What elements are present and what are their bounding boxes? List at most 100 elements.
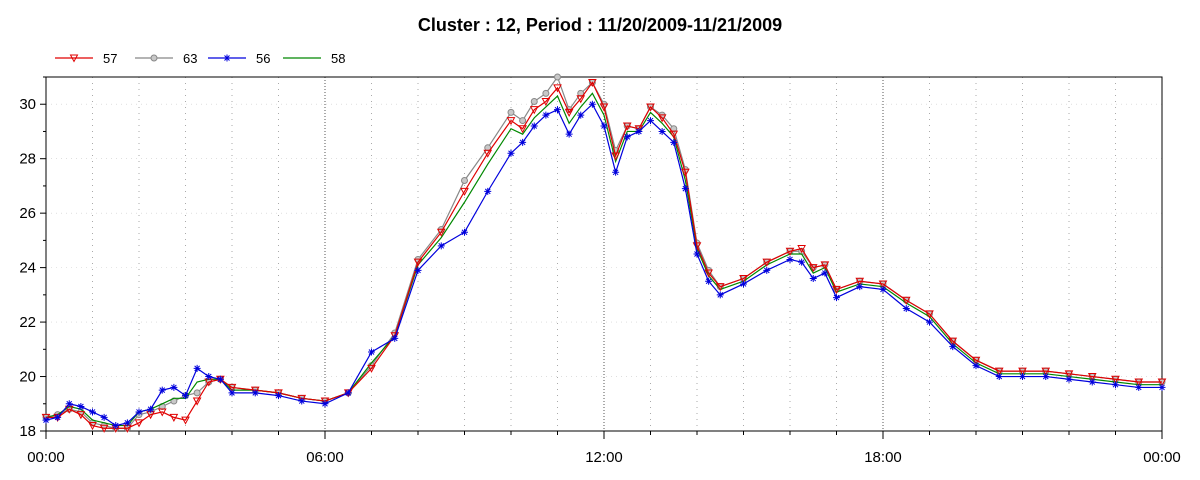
legend: 57 63 56 58: [55, 51, 345, 66]
data-point: [88, 422, 97, 431]
data-point: [227, 383, 237, 392]
data-point: [77, 402, 85, 410]
data-point: [76, 411, 86, 420]
data-point: [193, 364, 201, 372]
data-point: [529, 106, 539, 115]
data-point: [134, 419, 144, 428]
data-point: [519, 117, 527, 125]
data-point: [193, 389, 201, 397]
data-point: [1042, 373, 1050, 381]
data-point: [704, 269, 713, 278]
data-point: [519, 138, 527, 146]
data-point: [797, 245, 806, 254]
data-point: [740, 280, 747, 288]
data-point: [926, 318, 933, 326]
y-tick-label: 28: [19, 151, 36, 168]
data-point: [169, 413, 179, 422]
data-point: [1041, 367, 1051, 376]
data-point: [320, 397, 330, 406]
data-point: [460, 187, 469, 196]
data-point: [739, 275, 748, 284]
data-point: [1087, 373, 1097, 382]
data-point: [715, 283, 725, 292]
series-line: [45, 92, 1162, 427]
data-point: [948, 337, 958, 346]
legend-label: 58: [331, 51, 345, 66]
data-point: [413, 258, 423, 267]
data-point: [762, 258, 772, 267]
data-point: [484, 144, 492, 152]
data-point: [809, 275, 817, 283]
data-point: [821, 269, 829, 277]
data-point: [949, 343, 957, 351]
y-tick-label: 20: [19, 369, 36, 386]
data-point: [192, 397, 202, 406]
data-point: [436, 228, 446, 237]
data-point: [646, 103, 655, 112]
series-58: [45, 92, 1162, 427]
data-point: [1135, 383, 1143, 391]
data-point: [275, 392, 282, 400]
data-point: [554, 106, 561, 114]
data-point: [658, 127, 666, 135]
data-point: [994, 367, 1004, 376]
data-point: [1111, 375, 1120, 384]
data-point: [297, 394, 307, 403]
data-point: [600, 122, 608, 130]
data-point: [564, 108, 574, 117]
data-point: [170, 383, 178, 391]
data-point: [216, 375, 224, 383]
data-point: [553, 84, 562, 93]
data-point: [576, 95, 586, 104]
data-point: [623, 133, 631, 141]
data-point: [321, 400, 329, 408]
data-point: [461, 176, 468, 184]
y-axis: 18 20 22 24 26 28 30: [19, 76, 46, 440]
data-point: [588, 78, 597, 88]
data-point: [786, 255, 794, 263]
data-point: [42, 416, 50, 424]
data-point: [99, 424, 109, 433]
data-point: [554, 73, 561, 81]
data-point: [274, 389, 283, 398]
data-point: [612, 168, 620, 176]
data-point: [855, 277, 865, 286]
data-point: [588, 100, 596, 108]
data-point: [622, 122, 632, 131]
data-point: [808, 264, 818, 273]
data-point: [181, 416, 190, 425]
data-point: [716, 291, 724, 299]
series-line: [45, 75, 1162, 429]
data-point: [971, 356, 981, 365]
data-point: [542, 89, 550, 97]
data-point: [1158, 383, 1166, 391]
data-point: [925, 310, 934, 319]
y-tick-label: 22: [19, 314, 36, 331]
data-point: [461, 228, 468, 236]
series-group: [41, 73, 1167, 433]
data-point: [832, 285, 841, 294]
data-point: [1019, 373, 1026, 381]
x-tick-label: 00:00: [27, 449, 65, 466]
data-point: [123, 419, 131, 427]
data-point: [681, 168, 690, 177]
data-point: [657, 114, 667, 123]
data-point: [995, 373, 1003, 381]
data-point: [484, 187, 492, 195]
data-point: [856, 283, 864, 291]
data-point: [437, 242, 445, 250]
data-point: [368, 348, 375, 356]
data-point: [65, 400, 73, 408]
data-point: [670, 125, 678, 133]
legend-marker: [223, 54, 231, 62]
data-point: [577, 89, 585, 97]
data-point: [298, 397, 306, 405]
data-point: [879, 285, 887, 293]
data-point: [89, 408, 96, 416]
legend-label: 56: [256, 51, 270, 66]
data-point: [1157, 378, 1167, 387]
data-point: [344, 389, 352, 397]
data-point: [41, 413, 51, 422]
data-point: [833, 294, 840, 302]
y-tick-label: 24: [19, 260, 36, 277]
